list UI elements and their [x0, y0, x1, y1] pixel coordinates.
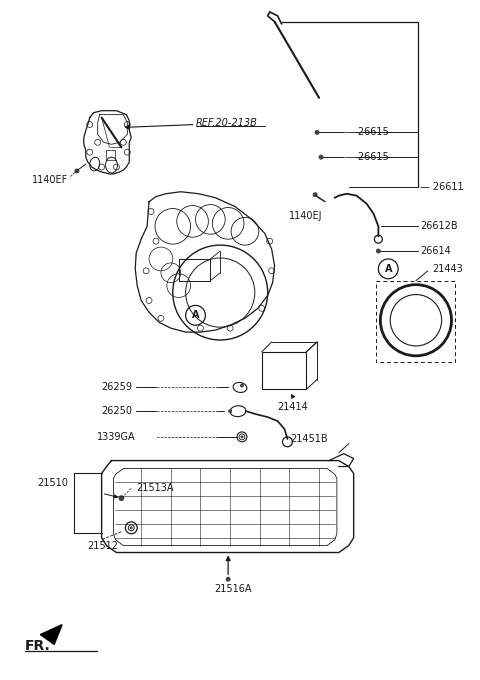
Text: 21414: 21414: [277, 402, 308, 412]
Text: A: A: [384, 264, 392, 274]
Text: — 26611: — 26611: [420, 182, 464, 192]
Text: 26614: 26614: [420, 246, 451, 256]
Text: — 26615: — 26615: [345, 127, 388, 137]
Text: 21443: 21443: [433, 264, 464, 274]
Text: 21516A: 21516A: [214, 584, 252, 594]
Text: FR.: FR.: [24, 639, 50, 653]
Bar: [262, 352, 306, 390]
Circle shape: [312, 192, 318, 197]
Text: 26259: 26259: [102, 382, 132, 392]
Text: — 26615: — 26615: [345, 152, 388, 162]
Circle shape: [376, 249, 381, 254]
Text: 1339GA: 1339GA: [96, 432, 135, 442]
Text: 21451B: 21451B: [290, 434, 328, 444]
Text: A: A: [192, 310, 199, 320]
Polygon shape: [40, 625, 62, 645]
Circle shape: [119, 495, 124, 501]
Circle shape: [130, 526, 133, 529]
Text: 1140EJ: 1140EJ: [289, 211, 323, 222]
Circle shape: [226, 577, 230, 581]
Text: 26612B: 26612B: [420, 221, 457, 231]
Text: 26250: 26250: [102, 406, 132, 416]
Circle shape: [240, 435, 243, 439]
Text: 21510: 21510: [37, 478, 68, 488]
Text: REF.20-213B: REF.20-213B: [195, 118, 257, 128]
Circle shape: [74, 169, 79, 173]
Text: 21512: 21512: [87, 541, 118, 551]
Bar: [376, 281, 456, 362]
Circle shape: [228, 409, 232, 413]
Circle shape: [240, 384, 244, 388]
Circle shape: [314, 130, 320, 135]
Text: 1140EF: 1140EF: [33, 175, 69, 185]
Text: 21513A: 21513A: [136, 483, 174, 493]
Circle shape: [319, 154, 324, 160]
